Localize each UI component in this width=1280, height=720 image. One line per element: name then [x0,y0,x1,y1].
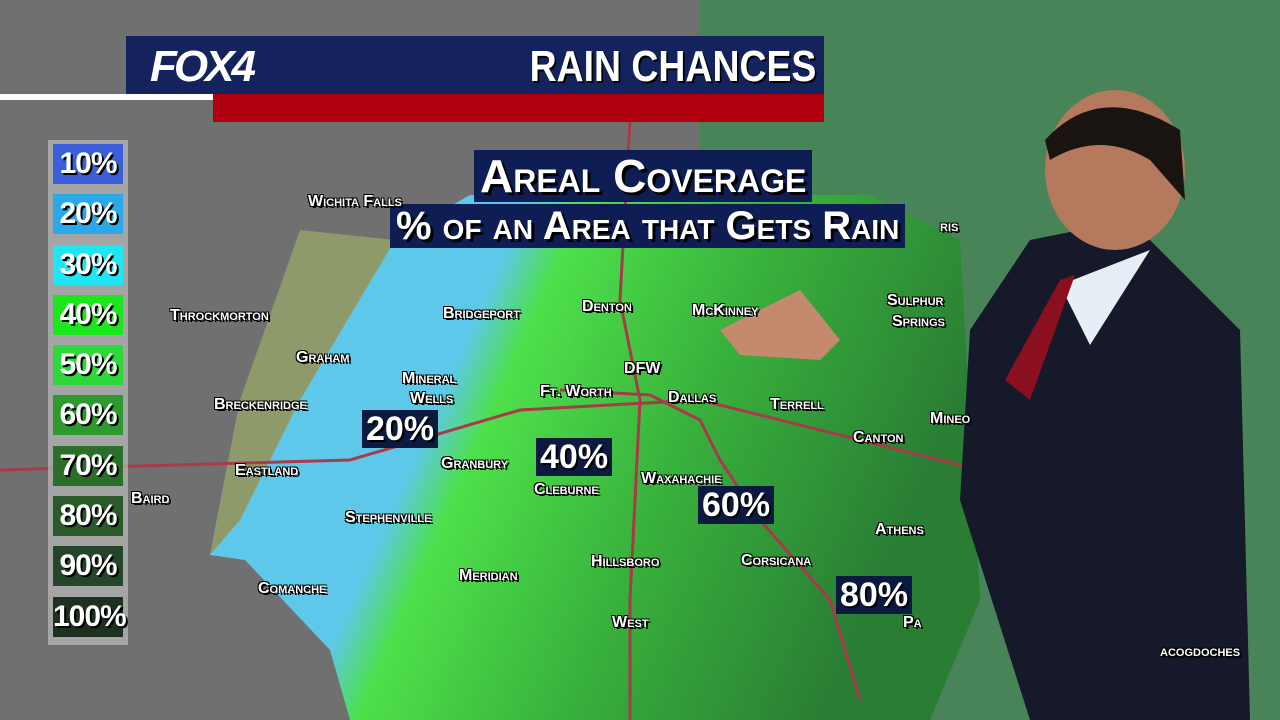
legend-item: 60% [53,395,123,436]
city-label: Ft. Worth [540,383,612,400]
legend: 10% 20% 30% 40% 50% 60% 70% 80% 90% 100% [48,140,128,645]
city-label: Waxahachie [641,470,722,487]
city-label: West [612,614,649,631]
legend-item: 40% [53,294,123,335]
city-label: Breckenridge [214,396,307,413]
coverage-label-80: 80% [836,576,913,614]
city-label: Mineo [930,410,971,427]
city-label: Cleburne [534,481,599,498]
city-label: DFW [624,360,661,377]
city-label: Wells [410,390,454,407]
coverage-label-60: 60% [698,486,775,524]
city-label: Baird [131,490,170,507]
graphic-title: RAIN CHANCES [529,42,816,91]
city-label: Wichita Falls [308,193,402,210]
city-label: Springs [892,313,945,330]
city-label: acogdoches [1160,643,1241,660]
legend-item: 50% [53,345,123,386]
legend-item: 30% [53,244,123,285]
legend-item: 20% [53,194,123,235]
subtitle-line2: % of an Area that Gets Rain [390,204,906,248]
city-label: Stephenville [345,509,432,526]
city-label: Eastland [235,462,299,479]
legend-item: 10% [53,144,123,184]
coverage-label-20: 20% [362,410,439,448]
legend-item: 100% [53,596,127,637]
city-label: ris [940,218,959,235]
city-label: Comanche [258,580,327,597]
city-label: Corsicana [741,552,812,569]
legend-item: 80% [53,496,123,537]
city-label: Pa [903,614,922,631]
city-label: Throckmorton [170,307,269,324]
city-label: Dallas [668,389,717,406]
city-label: McKinney [692,302,759,319]
fox4-logo: FOX4 [150,42,256,91]
city-label: Hillsboro [591,553,660,570]
subtitle-line1: Areal Coverage [474,150,813,202]
header-white-line [0,94,213,100]
city-label: Granbury [441,455,509,472]
city-label: Athens [875,521,924,538]
city-label: Terrell [770,396,824,413]
city-label: Sulphur [887,292,944,309]
coverage-label-40: 40% [536,438,613,476]
city-label: Meridian [459,567,518,584]
city-label: Denton [582,298,632,315]
header-banner [126,36,824,94]
city-label: Bridgeport [443,305,520,322]
header-red-bar [213,94,824,122]
legend-item: 90% [53,546,123,587]
legend-item: 70% [53,445,123,486]
city-label: Graham [296,349,350,366]
city-label: Mineral [402,370,457,387]
city-label: Canton [853,429,904,446]
